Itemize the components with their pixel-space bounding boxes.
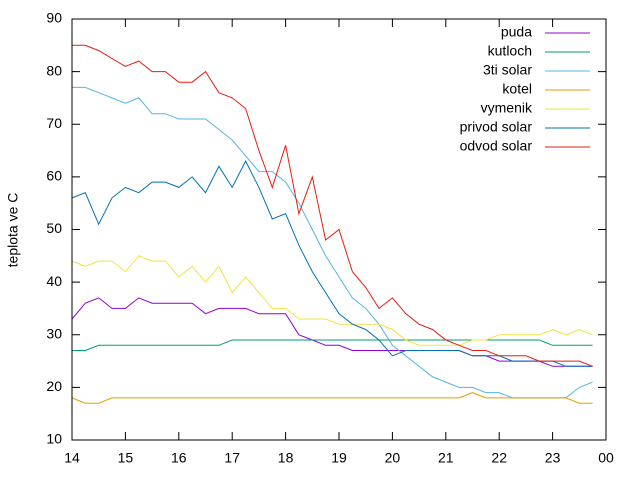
series-line [71, 392, 593, 404]
x-tick-label: 19 [331, 450, 347, 466]
series-line [72, 44, 593, 367]
y-tick-label: 30 [46, 325, 62, 341]
series-line [71, 297, 593, 367]
legend-label: vymenik [481, 100, 533, 116]
legend-label: kutloch [488, 43, 532, 59]
y-tick-label: 70 [46, 115, 62, 131]
plot-border [71, 18, 607, 441]
x-tick-label: 23 [545, 450, 561, 466]
x-tick-label: 15 [118, 450, 134, 466]
x-tick-label: 16 [171, 450, 187, 466]
y-tick-label: 60 [46, 168, 62, 184]
series-line [72, 339, 593, 351]
x-tick-label: 21 [438, 450, 454, 466]
y-tick-label: 50 [46, 220, 62, 236]
series-line [72, 86, 593, 399]
legend-label: odvod solar [460, 138, 533, 154]
x-tick-label: 00 [598, 450, 614, 466]
x-tick-label: 18 [278, 450, 294, 466]
x-tick-label: 22 [491, 450, 507, 466]
legend-label: puda [501, 24, 532, 40]
legend-label: privod solar [460, 119, 533, 135]
series-line [71, 159, 593, 367]
x-tick-label: 17 [224, 450, 240, 466]
x-tick-label: 20 [385, 450, 401, 466]
y-tick-label: 90 [46, 10, 62, 26]
legend-label: kotel [502, 81, 532, 97]
y-tick-label: 20 [46, 378, 62, 394]
y-axis-label: teplota ve C [5, 193, 21, 268]
x-tick-label: 14 [64, 450, 80, 466]
y-tick-label: 40 [46, 273, 62, 289]
y-tick-label: 10 [46, 431, 62, 447]
y-tick-label: 80 [46, 62, 62, 78]
series-line [71, 255, 593, 346]
legend-label: 3ti solar [483, 62, 532, 78]
